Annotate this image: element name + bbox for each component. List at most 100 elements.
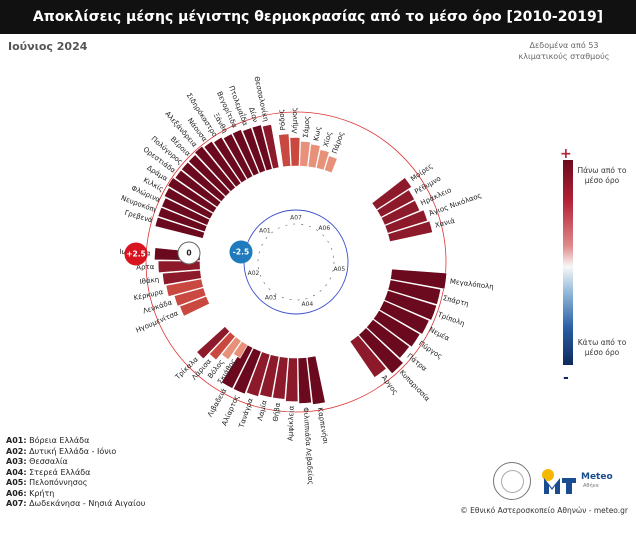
station-bar <box>174 169 222 208</box>
station-label: Ρόδος <box>277 109 287 131</box>
station-label: Θήβα <box>272 402 282 422</box>
station-bar <box>349 334 387 378</box>
station-label: Πύργος <box>417 340 443 361</box>
chart-title: Αποκλίσεις μέσης μέγιστης θερμοκρασίας α… <box>32 9 604 25</box>
station-bar <box>167 177 218 214</box>
station-bar <box>259 354 280 398</box>
colorbar-bottom-label: Κάτω από το μέσο όρο <box>577 338 627 357</box>
station-label: Τανάγρα <box>237 397 255 430</box>
station-bar <box>278 133 291 168</box>
badge-plus-label: +2.5 <box>126 250 146 259</box>
station-bar <box>187 154 231 197</box>
region-code-label: A02 <box>248 270 260 277</box>
station-label: Χίος <box>322 131 334 148</box>
station-label: Λήμνος <box>291 107 299 133</box>
legend-item: A01: Βόρεια Ελλάδα <box>6 436 90 445</box>
region-code-label: A05 <box>333 266 345 273</box>
region-inner-ring <box>257 223 335 301</box>
station-label: Αμφίκλεια <box>287 405 296 441</box>
station-label: Άρτα <box>136 263 155 272</box>
station-bar <box>390 268 448 290</box>
region-code-label: A03 <box>265 295 277 302</box>
station-label: Χανιά <box>434 217 456 230</box>
station-bar <box>285 357 299 403</box>
station-bar <box>203 140 242 188</box>
station-bar <box>384 209 428 234</box>
legend-item: A02: Δυτική Ελλάδα - Ιόνιο <box>6 446 117 456</box>
station-bar <box>297 357 312 404</box>
station-bar <box>242 127 266 174</box>
station-label: Καρπενήσι <box>316 407 330 445</box>
station-label: Ηγουμενίτσα <box>135 309 180 335</box>
zero-reference-circle <box>145 111 447 413</box>
colorbar-top-label: Πάνω από το μέσο όρο <box>577 166 627 185</box>
station-bar <box>251 124 273 172</box>
badge-minus-label: -2.5 <box>233 248 249 257</box>
colorbar <box>563 160 573 365</box>
badge-zero-label: 0 <box>186 249 191 258</box>
station-bar <box>358 327 404 375</box>
station-bar <box>194 145 236 192</box>
noa-seal-logo <box>493 462 531 500</box>
station-bar <box>154 216 206 239</box>
source-note-line: Δεδομένα από 53 <box>529 41 599 50</box>
station-bar <box>232 129 260 177</box>
station-label: Πάτρα <box>405 352 428 373</box>
inner-disk <box>201 167 391 357</box>
station-label: Σάμος <box>302 116 312 138</box>
badge-plus <box>124 242 148 266</box>
station-bar <box>245 351 271 397</box>
station-bar <box>371 177 412 211</box>
meteo-logo <box>542 469 576 494</box>
badge-zero <box>177 241 201 265</box>
station-label: Κως <box>312 126 322 142</box>
region-code-label: A06 <box>318 225 330 232</box>
station-bar <box>161 197 211 226</box>
legend-item: A05: Πελοπόννησος <box>6 478 88 487</box>
station-bar <box>262 124 280 170</box>
legend-item: A06: Κρήτη <box>6 488 55 498</box>
station-bar <box>307 143 321 169</box>
credit-line: © Εθνικό Αστεροσκοπείο Αθηνών - meteo.gr <box>460 506 628 515</box>
legend-item: A07: Δωδεκάνησα - Νησιά Αιγαίου <box>6 499 146 508</box>
station-bar <box>324 155 338 174</box>
station-label: Φιλιππιάδα Λεβαδείας <box>302 407 315 485</box>
station-label: Κυπαρισσία <box>398 369 432 404</box>
station-bar <box>372 309 421 348</box>
station-bar <box>196 326 231 360</box>
colorbar-plus: + <box>560 146 572 162</box>
station-bar <box>272 356 289 400</box>
meteo-logo-text: Meteo <box>581 472 613 482</box>
station-bar <box>221 336 242 361</box>
station-bar <box>315 149 330 171</box>
station-label: Ιθάκη <box>139 276 159 286</box>
station-label: Μεγαλόπολη <box>449 278 494 292</box>
station-bar <box>387 279 442 305</box>
station-bar <box>222 133 254 180</box>
legend-item: A04: Στερεά Ελλάδα <box>6 467 91 477</box>
station-label: Σπάρτη <box>442 294 470 308</box>
station-bar <box>378 300 430 335</box>
station-bar <box>232 340 249 359</box>
source-note: Δεδομένα από 53 κλιματικούς σταθμούς <box>504 40 624 62</box>
station-bar <box>289 137 301 167</box>
station-bar <box>162 269 202 286</box>
station-label: Δίον <box>247 106 259 123</box>
month-label: Ιούνιος 2024 <box>8 40 88 53</box>
station-bar <box>220 343 254 389</box>
legend-item: A03: Θεσσαλία <box>6 457 68 466</box>
colorbar-minus: - <box>563 370 569 386</box>
station-label: Τρίπολη <box>436 310 466 328</box>
station-label: Λαμία <box>256 399 268 421</box>
station-bar <box>387 220 433 243</box>
station-bar <box>366 318 410 359</box>
station-bar <box>232 347 262 395</box>
station-bar <box>306 355 326 405</box>
station-bar <box>376 189 415 218</box>
title-bar: Αποκλίσεις μέσης μέγιστης θερμοκρασίας α… <box>0 0 636 34</box>
station-bar <box>165 278 204 297</box>
source-note-line: κλιματικούς σταθμούς <box>518 52 610 61</box>
region-code-label: A07 <box>290 215 302 222</box>
badge-minus <box>229 240 253 264</box>
